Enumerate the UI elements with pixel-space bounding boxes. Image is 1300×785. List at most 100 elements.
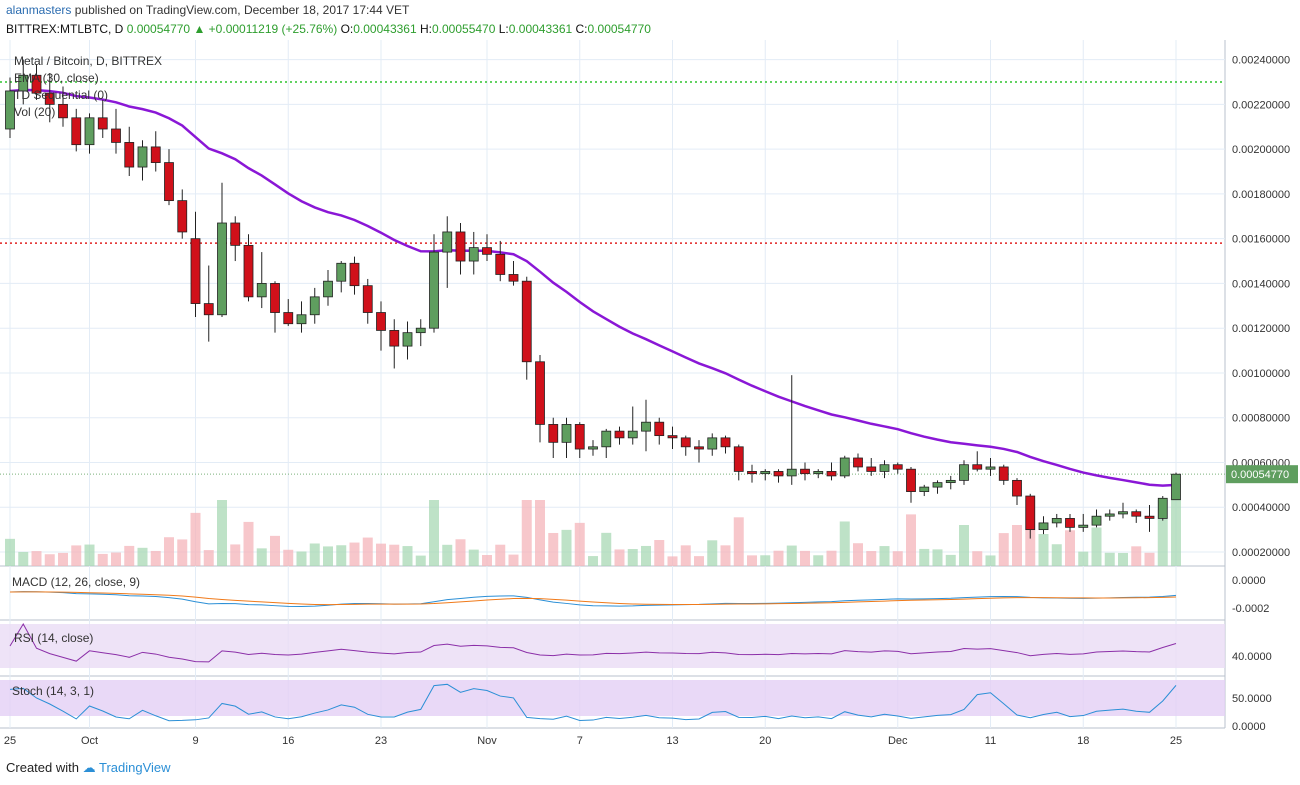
candle[interactable] bbox=[415, 319, 426, 347]
candle[interactable] bbox=[1131, 509, 1142, 523]
candle[interactable] bbox=[1171, 472, 1181, 501]
candle[interactable] bbox=[190, 211, 201, 317]
candle[interactable] bbox=[667, 426, 678, 450]
candle[interactable] bbox=[601, 428, 612, 458]
candle[interactable] bbox=[733, 444, 744, 481]
candle[interactable] bbox=[959, 460, 969, 485]
candle[interactable] bbox=[574, 422, 585, 458]
candle[interactable] bbox=[5, 77, 15, 138]
candle[interactable] bbox=[164, 149, 174, 206]
candle[interactable] bbox=[588, 440, 598, 456]
candle[interactable] bbox=[641, 399, 651, 452]
candle[interactable] bbox=[150, 131, 161, 172]
candle[interactable] bbox=[362, 278, 373, 324]
candle[interactable] bbox=[760, 469, 771, 481]
candle[interactable] bbox=[786, 375, 797, 485]
candle[interactable] bbox=[985, 458, 996, 476]
candle[interactable] bbox=[998, 464, 1009, 485]
candle[interactable] bbox=[455, 223, 466, 275]
candle[interactable] bbox=[535, 355, 545, 443]
candle[interactable] bbox=[18, 59, 29, 105]
candle[interactable] bbox=[1118, 502, 1128, 519]
candle[interactable] bbox=[972, 451, 983, 472]
candle[interactable] bbox=[482, 234, 492, 262]
candle[interactable] bbox=[932, 480, 943, 494]
candle[interactable] bbox=[1078, 513, 1089, 532]
tradingview-logo-icon[interactable]: ☁ bbox=[82, 760, 96, 775]
candle[interactable] bbox=[230, 216, 241, 262]
candles[interactable] bbox=[5, 59, 1181, 539]
tradingview-brand[interactable]: TradingView bbox=[99, 760, 171, 775]
candle[interactable] bbox=[1051, 513, 1062, 528]
candle[interactable] bbox=[71, 108, 82, 152]
candle[interactable] bbox=[800, 462, 810, 481]
candle[interactable] bbox=[1157, 496, 1168, 521]
candle[interactable] bbox=[853, 453, 863, 472]
candle[interactable] bbox=[720, 435, 731, 454]
candle[interactable] bbox=[945, 475, 956, 490]
candle[interactable] bbox=[124, 126, 135, 176]
price-chart[interactable]: 0.00240000 0.00220000 0.00200000 0.00180000… bbox=[0, 0, 1300, 760]
candle[interactable] bbox=[508, 261, 519, 286]
candle[interactable] bbox=[389, 319, 400, 369]
ema-30-line[interactable] bbox=[9, 88, 1177, 487]
rsi-label[interactable]: RSI (14, close) bbox=[14, 631, 93, 645]
candle[interactable] bbox=[402, 321, 413, 360]
candle[interactable] bbox=[111, 108, 121, 154]
candle[interactable] bbox=[429, 234, 439, 333]
candle[interactable] bbox=[58, 86, 68, 127]
candle[interactable] bbox=[31, 64, 42, 100]
candle[interactable] bbox=[707, 433, 718, 456]
candle[interactable] bbox=[826, 462, 837, 481]
candle[interactable] bbox=[839, 455, 850, 479]
candle[interactable] bbox=[773, 469, 784, 483]
author-link[interactable]: alanmasters bbox=[6, 3, 72, 17]
candle[interactable] bbox=[561, 417, 572, 458]
candle[interactable] bbox=[44, 73, 55, 123]
candle[interactable] bbox=[296, 301, 307, 333]
candle[interactable] bbox=[879, 460, 890, 479]
candle[interactable] bbox=[97, 99, 108, 138]
candle[interactable] bbox=[627, 406, 638, 445]
candle[interactable] bbox=[442, 216, 453, 288]
candle[interactable] bbox=[614, 426, 625, 445]
candle[interactable] bbox=[813, 469, 824, 479]
legend-vol[interactable]: Vol (20) bbox=[14, 105, 55, 119]
candle[interactable] bbox=[349, 256, 360, 295]
stoch-label[interactable]: Stoch (14, 3, 1) bbox=[12, 684, 94, 698]
candle[interactable] bbox=[654, 417, 665, 445]
candle[interactable] bbox=[323, 270, 333, 306]
candle[interactable] bbox=[906, 466, 916, 503]
macd-label[interactable]: MACD (12, 26, close, 9) bbox=[12, 575, 140, 589]
candle[interactable] bbox=[1104, 509, 1115, 521]
candle[interactable] bbox=[1091, 509, 1102, 528]
candle[interactable] bbox=[1065, 513, 1075, 532]
legend-td[interactable]: TD Sequential (0) bbox=[14, 88, 108, 102]
candle[interactable] bbox=[694, 440, 704, 463]
candle[interactable] bbox=[203, 265, 214, 342]
legend-ema[interactable]: EMA (30, close) bbox=[14, 71, 99, 85]
candle[interactable] bbox=[680, 435, 691, 456]
candle[interactable] bbox=[747, 464, 757, 483]
candle[interactable] bbox=[1038, 516, 1049, 535]
candle[interactable] bbox=[548, 417, 559, 458]
candle[interactable] bbox=[892, 462, 903, 474]
candle[interactable] bbox=[283, 299, 294, 326]
candle[interactable] bbox=[137, 140, 148, 181]
candle[interactable] bbox=[243, 234, 254, 302]
candle[interactable] bbox=[521, 276, 532, 380]
candle[interactable] bbox=[309, 287, 320, 324]
candle[interactable] bbox=[84, 113, 95, 154]
candle[interactable] bbox=[1144, 505, 1155, 532]
candle[interactable] bbox=[177, 189, 188, 239]
candle[interactable] bbox=[1012, 478, 1022, 505]
candle[interactable] bbox=[866, 458, 877, 476]
candle[interactable] bbox=[1025, 493, 1036, 539]
candle[interactable] bbox=[919, 484, 930, 497]
candle[interactable] bbox=[336, 261, 347, 293]
candle[interactable] bbox=[468, 231, 479, 275]
candle[interactable] bbox=[256, 252, 267, 309]
candle[interactable] bbox=[270, 281, 280, 333]
candle[interactable] bbox=[495, 240, 506, 282]
candle[interactable] bbox=[376, 301, 386, 351]
